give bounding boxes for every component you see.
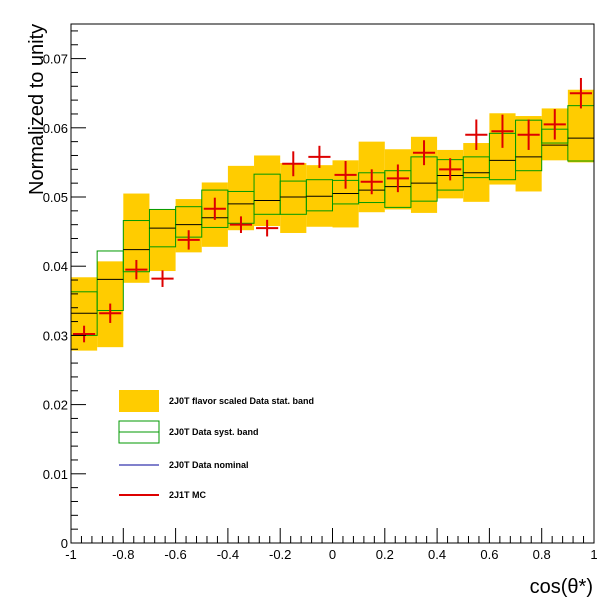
- mc-point: [517, 119, 540, 150]
- legend-label: 2J1T MC: [169, 490, 207, 500]
- y-tick-label: 0.07: [43, 52, 68, 67]
- mc-point: [543, 109, 566, 140]
- x-tick-label: -0.4: [217, 547, 239, 562]
- x-axis: -1 -0.8 -0.6 -0.4 -0.2 0 0.2 0.4 0.6 0.8 1: [65, 528, 598, 562]
- y-tick-label: 0.04: [43, 259, 68, 274]
- mc-point: [282, 151, 305, 177]
- mc-point: [465, 119, 488, 150]
- y-tick-label: 0.03: [43, 328, 68, 343]
- legend-label: 2J0T Data nominal: [169, 460, 249, 470]
- legend-label: 2J0T Data syst. band: [169, 427, 259, 437]
- mc-point: [229, 216, 253, 233]
- mc-point: [308, 145, 331, 168]
- x-tick-label: 0.4: [428, 547, 446, 562]
- y-tick-label: 0: [61, 536, 68, 551]
- mc-point: [177, 230, 200, 250]
- x-tick-label: 0: [329, 547, 336, 562]
- stat-band-bin: [149, 209, 176, 272]
- nominal-layer: [71, 137, 594, 314]
- legend: 2J0T flavor scaled Data stat. band 2J0T D…: [118, 390, 314, 500]
- legend-label: 2J0T flavor scaled Data stat. band: [169, 396, 314, 406]
- x-tick-label: -0.6: [164, 547, 186, 562]
- mc-layer: [73, 77, 592, 343]
- x-tick-label: 0.6: [480, 547, 498, 562]
- y-tick-label: 0.06: [43, 121, 68, 136]
- y-axis-title: Normalized to unity: [26, 24, 48, 195]
- mc-point: [439, 158, 462, 181]
- mc-point: [360, 169, 383, 195]
- x-axis-title: cos(θ*): [530, 576, 593, 598]
- x-tick-label: 1: [590, 547, 597, 562]
- mc-point: [491, 114, 514, 148]
- y-tick-label: 0.02: [43, 398, 68, 413]
- x-tick-label: -0.2: [269, 547, 291, 562]
- x-tick-label: -0.8: [112, 547, 134, 562]
- mc-point: [412, 140, 436, 166]
- mc-point: [334, 161, 357, 189]
- mc-point: [569, 77, 592, 109]
- y-tick-label: 0.01: [43, 467, 68, 482]
- legend-entry: 2J0T Data syst. band: [118, 420, 259, 444]
- x-tick-label: -1: [65, 547, 77, 562]
- legend-entry: 2J0T flavor scaled Data stat. band: [119, 390, 314, 412]
- x-tick-label: 0.2: [376, 547, 394, 562]
- y-axis: 0 0.01 0.02 0.03 0.04 0.05 0.06 0.07: [43, 30, 86, 551]
- mc-point: [73, 325, 96, 343]
- mc-point: [256, 219, 279, 237]
- legend-entry: 2J1T MC: [119, 490, 207, 500]
- legend-swatch: [119, 390, 159, 412]
- mc-point: [125, 259, 148, 280]
- x-tick-label: 0.8: [533, 547, 551, 562]
- mc-point: [151, 270, 174, 287]
- stat-band-bin: [254, 155, 281, 227]
- legend-entry: 2J0T Data nominal: [119, 460, 249, 470]
- y-tick-label: 0.05: [43, 190, 68, 205]
- mc-point: [99, 303, 122, 323]
- mc-point: [203, 197, 226, 220]
- mc-point: [386, 164, 409, 193]
